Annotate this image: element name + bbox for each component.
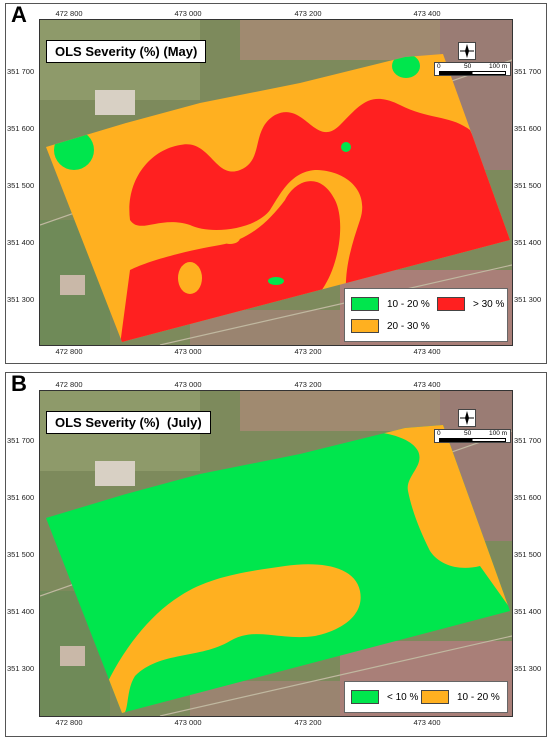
x-tick-label-top: 473 200 [294, 380, 322, 389]
x-tick-label-bottom: 473 000 [174, 718, 202, 727]
y-tick-label-right: 351 700 [514, 436, 542, 445]
y-tick-label-left: 351 300 [7, 295, 35, 304]
x-tick-label-bottom: 473 200 [294, 347, 322, 356]
x-tick-label-top: 472 800 [55, 9, 83, 18]
scale-line [439, 438, 506, 442]
x-tick-label-top: 473 000 [174, 9, 202, 18]
panel-letter: A [11, 2, 27, 27]
y-tick-label-left: 351 700 [7, 67, 35, 76]
legend-item: 10 - 20 % [421, 690, 500, 704]
y-tick-label-left: 351 300 [7, 664, 35, 673]
map-title: OLS Severity (%) (May) [46, 40, 207, 63]
scale-label: 0 [437, 63, 441, 70]
x-tick-label-top: 473 000 [174, 380, 202, 389]
y-tick-label-right: 351 500 [514, 181, 542, 190]
map-panel-a: A 472 800 473 000 473 200 473 400 472 80… [5, 2, 547, 364]
legend-swatch [421, 690, 449, 704]
legend-swatch [351, 297, 379, 311]
y-tick-label-left: 351 600 [7, 493, 35, 502]
legend-item: > 30 % [437, 297, 504, 311]
y-tick-label-right: 351 400 [514, 607, 542, 616]
y-tick-label-left: 351 500 [7, 181, 35, 190]
y-tick-label-left: 351 500 [7, 550, 35, 559]
x-tick-label-bottom: 473 400 [413, 718, 441, 727]
y-tick-label-left: 351 600 [7, 124, 35, 133]
legend-label: < 10 % [387, 691, 419, 703]
legend-swatch [351, 319, 379, 333]
scale-label: 0 [437, 430, 441, 437]
legend-item: < 10 % [351, 690, 418, 704]
north-arrow-icon [458, 42, 476, 60]
map-view-b[interactable]: OLS Severity (%) (July) 0 50 100 m < 10 … [39, 390, 513, 717]
x-tick-label-bottom: 473 400 [413, 347, 441, 356]
scale-line [439, 71, 506, 75]
satellite-map-b [40, 391, 512, 716]
x-tick-label-bottom: 472 800 [55, 347, 83, 356]
map-title: OLS Severity (%) (July) [46, 411, 211, 434]
y-tick-label-right: 351 600 [514, 124, 542, 133]
map-panel-b: B 472 800 473 000 473 200 473 400 472 80… [5, 371, 547, 737]
x-tick-label-top: 472 800 [55, 380, 83, 389]
map-view-a[interactable]: OLS Severity (%) (May) 0 50 100 m 10 - 2… [39, 19, 513, 346]
scale-label: 100 m [489, 430, 508, 437]
y-tick-label-right: 351 700 [514, 67, 542, 76]
scale-label: 50 [464, 430, 472, 437]
y-tick-label-right: 351 300 [514, 295, 542, 304]
y-tick-label-left: 351 400 [7, 238, 35, 247]
legend-item: 10 - 20 % [351, 297, 430, 311]
north-arrow-icon [458, 409, 476, 427]
x-tick-label-bottom: 473 200 [294, 718, 322, 727]
x-tick-label-bottom: 472 800 [55, 718, 83, 727]
y-tick-label-right: 351 400 [514, 238, 542, 247]
x-tick-label-top: 473 400 [413, 9, 441, 18]
x-tick-label-top: 473 200 [294, 9, 322, 18]
y-tick-label-right: 351 500 [514, 550, 542, 559]
y-tick-label-right: 351 300 [514, 664, 542, 673]
y-tick-label-left: 351 700 [7, 436, 35, 445]
y-tick-label-left: 351 400 [7, 607, 35, 616]
y-tick-label-right: 351 600 [514, 493, 542, 502]
panel-letter: B [11, 371, 27, 396]
legend-label: > 30 % [473, 298, 505, 310]
scale-bar: 0 50 100 m [434, 429, 511, 443]
legend-label: 10 - 20 % [457, 691, 500, 703]
legend-item: 20 - 30 % [351, 319, 430, 333]
legend-swatch [351, 690, 379, 704]
map-legend: < 10 % 10 - 20 % [344, 681, 508, 713]
scale-label: 50 [464, 63, 472, 70]
map-legend: 10 - 20 % > 30 % 20 - 30 % [344, 288, 508, 342]
x-tick-label-top: 473 400 [413, 380, 441, 389]
scale-bar: 0 50 100 m [434, 62, 511, 76]
legend-label: 20 - 30 % [387, 320, 430, 332]
legend-label: 10 - 20 % [387, 298, 430, 310]
legend-swatch [437, 297, 465, 311]
x-tick-label-bottom: 473 000 [174, 347, 202, 356]
scale-label: 100 m [489, 63, 508, 70]
